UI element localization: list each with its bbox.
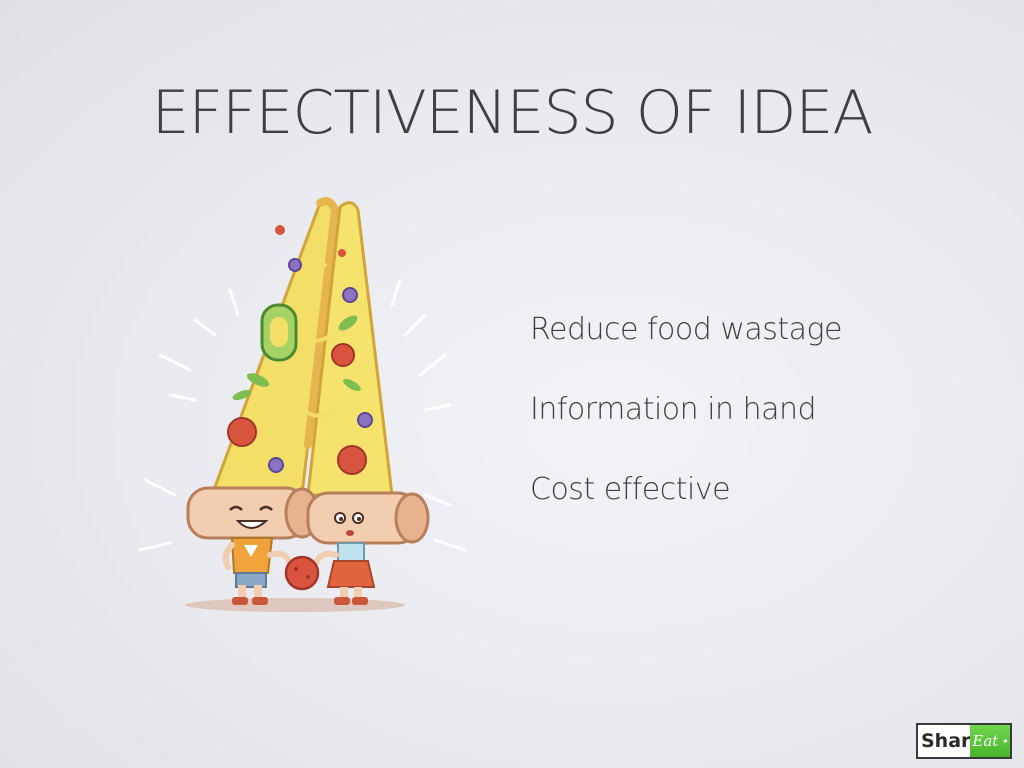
right-character-body (326, 542, 376, 605)
right-pizza-slice (306, 201, 394, 510)
burst-lines (138, 278, 467, 552)
bullet-list: Reduce food wastage Information in hand … (530, 308, 843, 548)
pizza-characters-illustration (138, 197, 467, 612)
logo-text-right: Eat ✦ (970, 725, 1010, 757)
logo-eat-text: Eat (972, 732, 999, 750)
held-pepperoni (267, 550, 339, 591)
bullet-item: Cost effective (530, 472, 731, 507)
left-character-body (222, 537, 274, 605)
logo-text-left: Shar (921, 730, 971, 752)
ground-shadow (185, 598, 405, 612)
spark-icon: ✦ (1001, 737, 1008, 746)
bullet-item: Reduce food wastage (530, 312, 843, 347)
sharEat-logo: Shar Eat ✦ (916, 723, 1012, 759)
slide-title: EFFECTIVENESS OF IDEA (151, 78, 874, 148)
left-pizza-slice (210, 197, 340, 510)
cheese-strands (302, 263, 332, 418)
crust-heads (186, 486, 430, 545)
bullet-item: Information in hand (530, 392, 817, 427)
